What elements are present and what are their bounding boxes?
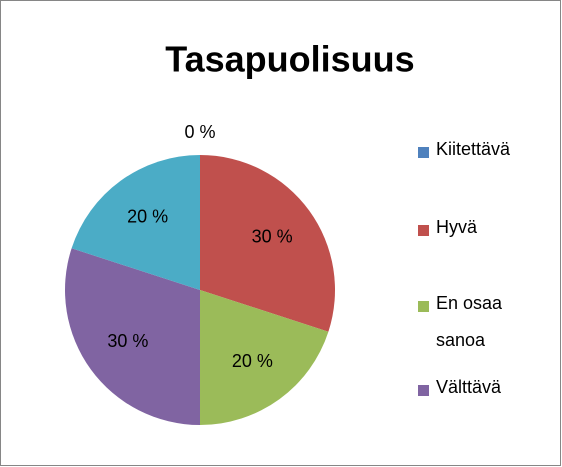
pie-slice (71, 155, 201, 290)
legend-item: Hyvä (418, 217, 548, 246)
data-label: 20 % (127, 207, 168, 227)
legend-swatch (418, 301, 429, 312)
chart-title: Tasapuolisuus (165, 39, 414, 80)
legend-item: Välttävä (418, 377, 548, 406)
data-label: 30 % (107, 331, 148, 351)
pie-slice (64, 248, 200, 425)
legend-label: En osaa sanoa (436, 293, 503, 350)
data-label: 0 % (184, 122, 215, 142)
legend-item: En osaa sanoa (418, 293, 548, 359)
data-label: 20 % (232, 351, 273, 371)
pie-slice (200, 290, 329, 425)
legend-item: Kiitettävä (418, 139, 548, 168)
legend-swatch (418, 147, 429, 158)
legend-label: Välttävä (436, 377, 502, 397)
legend-label: Kiitettävä (436, 139, 511, 159)
legend-label: Hyvä (436, 217, 478, 237)
legend-swatch (418, 385, 429, 396)
legend-swatch (418, 225, 429, 236)
data-label: 30 % (252, 226, 293, 246)
pie-slice (200, 155, 335, 332)
